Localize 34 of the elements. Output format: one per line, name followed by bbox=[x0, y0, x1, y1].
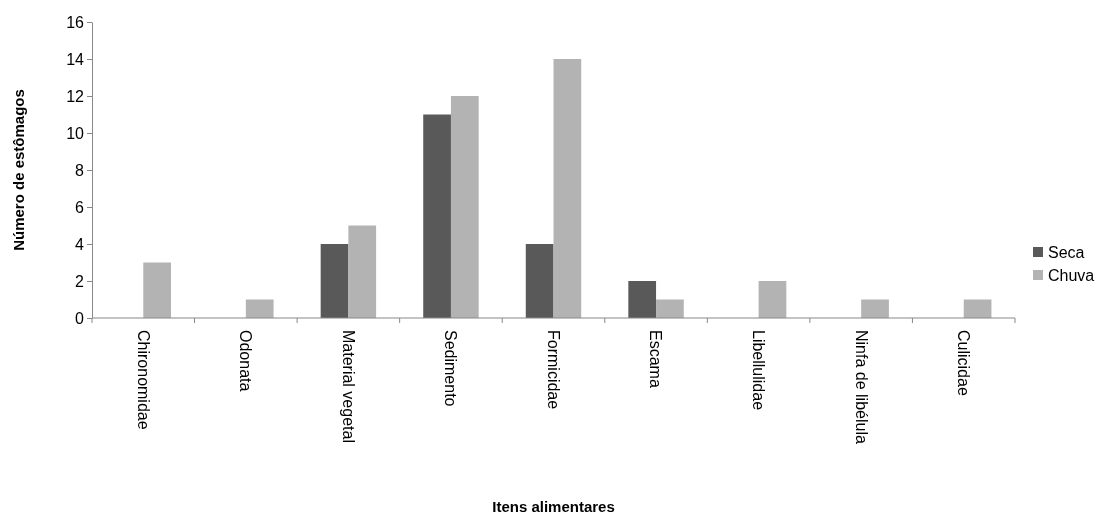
bar bbox=[656, 299, 684, 318]
bar bbox=[861, 299, 889, 318]
legend-label: Seca bbox=[1048, 243, 1085, 261]
x-tick-label: Odonata bbox=[237, 330, 255, 392]
bar bbox=[628, 281, 657, 318]
x-tick-label: Material vegetal bbox=[339, 330, 357, 443]
bar bbox=[423, 114, 451, 318]
x-tick-label: Libellulidae bbox=[750, 330, 768, 411]
bar bbox=[525, 244, 554, 318]
y-tick-label: 4 bbox=[75, 235, 85, 253]
x-tick-label: Sedimento bbox=[442, 330, 460, 407]
y-tick-label: 10 bbox=[66, 124, 85, 142]
x-tick-label: Formicidae bbox=[544, 330, 562, 410]
y-tick-label: 14 bbox=[66, 50, 85, 68]
y-tick-label: 8 bbox=[75, 161, 85, 179]
bar bbox=[320, 244, 349, 318]
bar bbox=[553, 59, 582, 318]
y-tick-label: 12 bbox=[66, 87, 85, 105]
y-tick-label: 2 bbox=[75, 272, 85, 290]
y-tick-label: 6 bbox=[75, 198, 85, 216]
x-tick-label: Escama bbox=[647, 330, 665, 388]
y-tick-label: 16 bbox=[66, 13, 85, 31]
bar bbox=[245, 299, 274, 318]
y-axis-title: Número de estômagos bbox=[10, 89, 27, 251]
x-tick-label: Chironomidae bbox=[134, 330, 152, 430]
x-tick-label: Ninfa de libélula bbox=[852, 330, 870, 444]
bar bbox=[348, 225, 377, 318]
legend-label: Chuva bbox=[1048, 266, 1095, 284]
y-tick-label: 0 bbox=[75, 309, 85, 327]
x-axis-title: Itens alimentares bbox=[492, 498, 615, 515]
bar bbox=[758, 281, 787, 318]
bar bbox=[143, 262, 171, 318]
x-tick-label: Culicidae bbox=[955, 330, 973, 396]
bar bbox=[450, 96, 479, 318]
